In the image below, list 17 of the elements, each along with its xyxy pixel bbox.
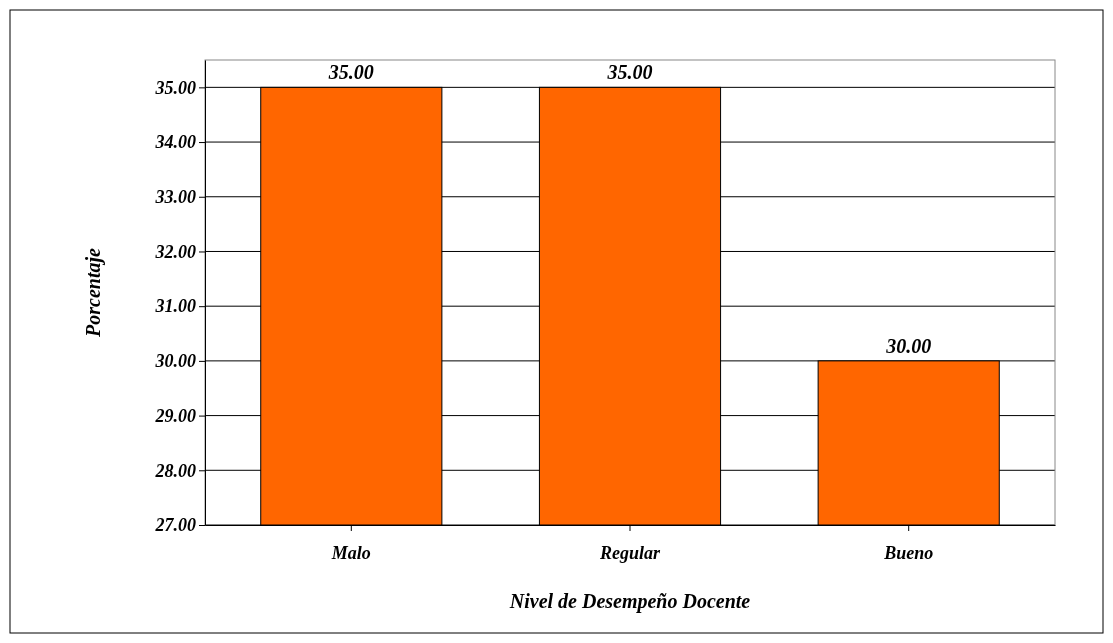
y-tick-label: 35.00 <box>154 77 196 98</box>
x-axis-title: Nivel de Desempeño Docente <box>508 590 751 613</box>
x-tick-label: Malo <box>330 543 371 564</box>
data-label: 30.00 <box>885 334 932 357</box>
y-tick-label: 31.00 <box>154 296 196 317</box>
y-tick-label: 29.00 <box>154 405 196 426</box>
y-tick-label: 30.00 <box>154 351 196 372</box>
y-tick-label: 34.00 <box>154 132 196 153</box>
data-label: 35.00 <box>606 61 653 84</box>
y-tick-label: 28.00 <box>154 460 196 481</box>
y-tick-label: 33.00 <box>154 187 196 208</box>
y-tick-label: 32.00 <box>154 241 196 262</box>
y-tick-label: 27.00 <box>154 515 196 536</box>
y-axis-title: Porcentaje <box>82 247 105 338</box>
data-label: 35.00 <box>327 61 374 84</box>
x-tick-label: Regular <box>598 543 661 564</box>
x-tick-label: Bueno <box>883 543 934 564</box>
